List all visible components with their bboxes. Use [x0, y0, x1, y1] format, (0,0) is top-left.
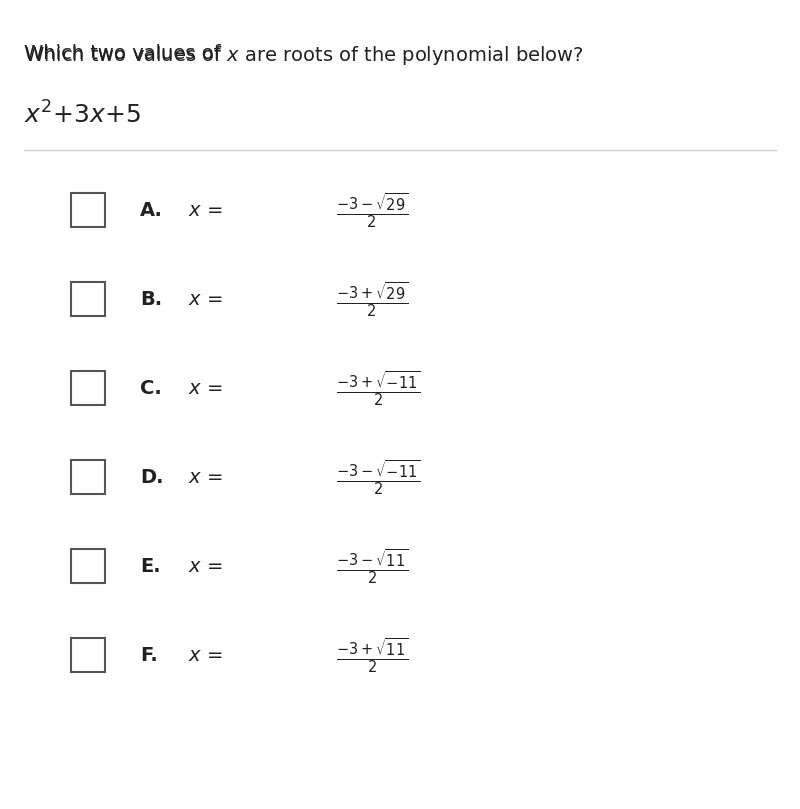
Text: Which two values of $x$ are roots of the polynomial below?: Which two values of $x$ are roots of the… — [24, 44, 584, 67]
Text: $\frac{-3 - \sqrt{29}}{2}$: $\frac{-3 - \sqrt{29}}{2}$ — [336, 191, 408, 230]
Text: $\frac{-3 + \sqrt{29}}{2}$: $\frac{-3 + \sqrt{29}}{2}$ — [336, 280, 408, 319]
Text: B.: B. — [140, 290, 162, 309]
Text: $\frac{-3 + \sqrt{-11}}{2}$: $\frac{-3 + \sqrt{-11}}{2}$ — [336, 369, 421, 408]
Text: Which two values of: Which two values of — [24, 44, 227, 63]
Text: $x^2$$\mathregular{ + 3}$$x$$\mathregular{ + 5}$: $x^2$$\mathregular{ + 3}$$x$$\mathregula… — [24, 101, 141, 129]
Text: $x$ =: $x$ = — [188, 646, 222, 665]
Text: C.: C. — [140, 379, 162, 398]
FancyBboxPatch shape — [71, 638, 105, 672]
Text: A.: A. — [140, 201, 163, 220]
FancyBboxPatch shape — [71, 193, 105, 227]
Text: $\frac{-3 - \sqrt{11}}{2}$: $\frac{-3 - \sqrt{11}}{2}$ — [336, 547, 409, 586]
Text: F.: F. — [140, 646, 158, 665]
Text: $x$ =: $x$ = — [188, 557, 222, 576]
FancyBboxPatch shape — [71, 282, 105, 316]
Text: $\frac{-3 + \sqrt{11}}{2}$: $\frac{-3 + \sqrt{11}}{2}$ — [336, 636, 409, 675]
FancyBboxPatch shape — [71, 371, 105, 405]
Text: $x$ =: $x$ = — [188, 290, 222, 309]
Text: $x$ =: $x$ = — [188, 201, 222, 220]
Text: D.: D. — [140, 468, 163, 487]
FancyBboxPatch shape — [71, 549, 105, 583]
Text: E.: E. — [140, 557, 161, 576]
FancyBboxPatch shape — [71, 460, 105, 494]
Text: $x$ =: $x$ = — [188, 468, 222, 487]
Text: $\frac{-3 - \sqrt{-11}}{2}$: $\frac{-3 - \sqrt{-11}}{2}$ — [336, 458, 421, 497]
Text: $x$ =: $x$ = — [188, 379, 222, 398]
